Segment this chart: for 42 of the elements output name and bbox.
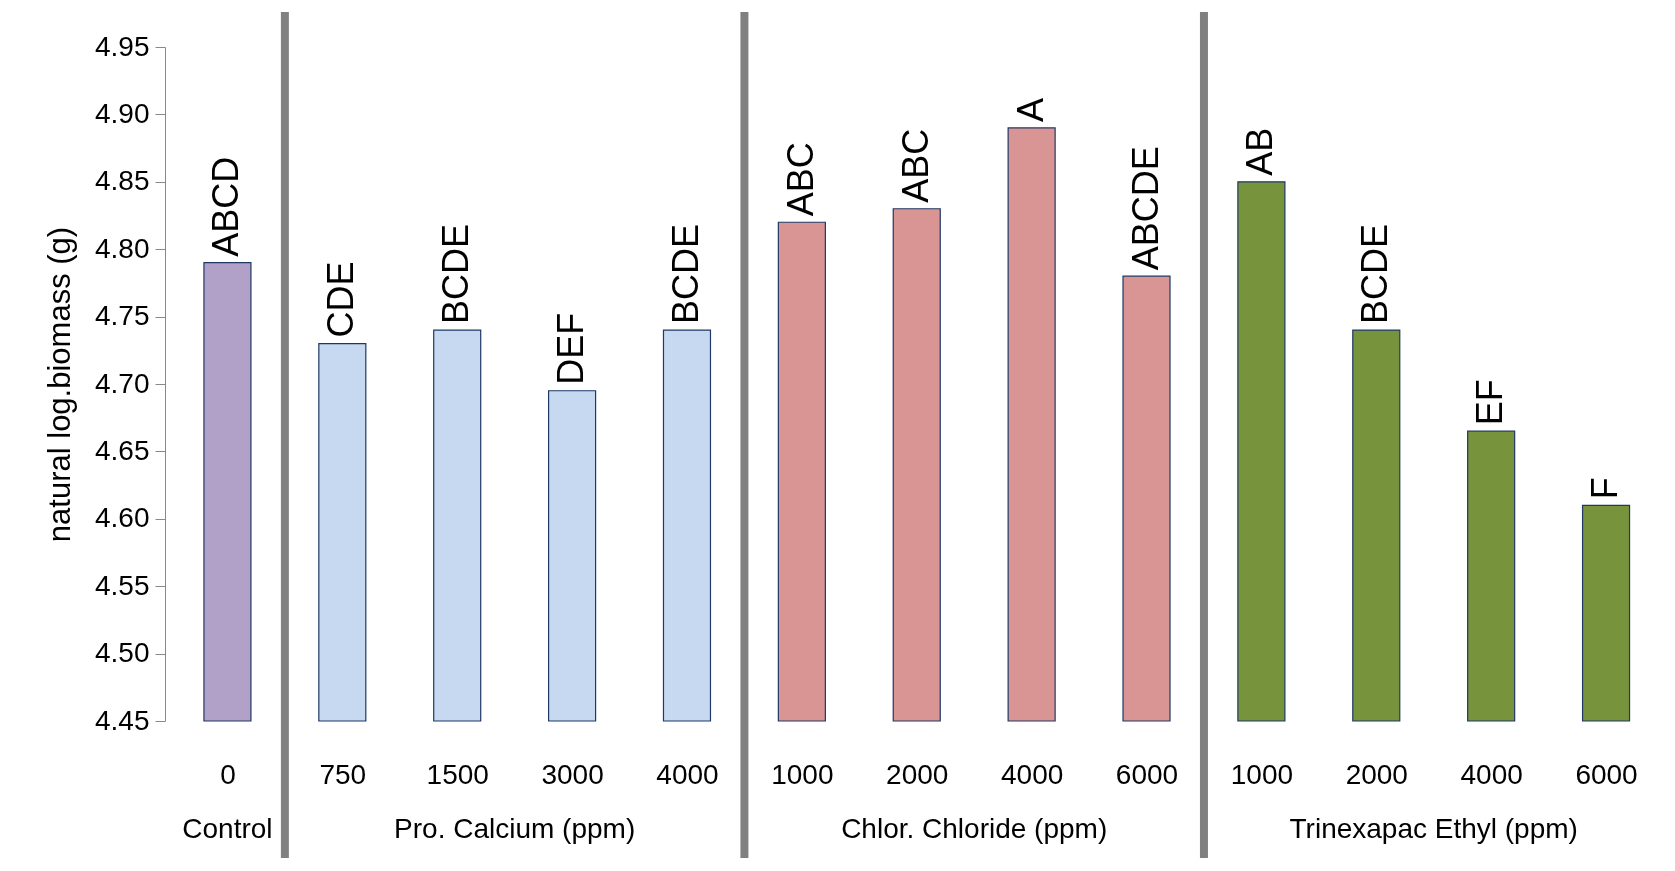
data-label: BCDE (1354, 224, 1396, 325)
y-tick-label: 4.55 (95, 569, 150, 601)
y-tick-label: 4.60 (95, 502, 150, 534)
x-tick-label: 4000 (1460, 758, 1523, 790)
text: Chlor. Chloride (ppm) (841, 813, 1108, 844)
data-label: DEF (550, 312, 592, 385)
data-label: ABC (894, 128, 936, 203)
data-label: ABC (779, 142, 821, 217)
data-label: A (1009, 97, 1051, 122)
y-tick-label: 4.80 (95, 232, 150, 264)
y-tick-label: 4.90 (95, 97, 150, 129)
data-label: AB (1239, 127, 1281, 176)
data-label: F (1584, 477, 1626, 500)
data-label: EF (1469, 379, 1511, 426)
x-tick-label: 0 (220, 758, 236, 790)
x-tick-label: 2000 (1345, 758, 1408, 790)
y-tick-label: 4.85 (95, 165, 150, 197)
y-tick-label: 4.50 (95, 637, 150, 669)
data-label: CDE (320, 261, 362, 338)
y-tick-label: 4.65 (95, 434, 150, 466)
y-tick-label: 4.45 (95, 704, 150, 736)
x-tick-label: 2000 (886, 758, 949, 790)
x-tick-label: 6000 (1575, 758, 1638, 790)
text: Control (182, 813, 273, 844)
x-tick-label: 4000 (656, 758, 719, 790)
x-tick-label: 1000 (1230, 758, 1294, 790)
text: Pro. Calcium (ppm) (394, 813, 636, 844)
y-tick-label: 4.70 (95, 367, 150, 399)
x-tick-label: 6000 (1115, 758, 1179, 790)
y-tick-label: 4.75 (95, 300, 150, 332)
x-tick-label: 1500 (426, 758, 489, 790)
data-label: BCDE (664, 224, 706, 325)
data-label: ABCDE (1124, 146, 1166, 271)
y-tick-label: 4.95 (95, 30, 150, 62)
data-label: BCDE (435, 224, 477, 325)
data-label: ABCD (205, 156, 247, 257)
x-tick-label: 750 (319, 758, 367, 790)
x-tick-label: 1000 (771, 758, 834, 790)
y-axis-title: natural log.biomass (g) (42, 226, 77, 543)
text: Trinexapac Ethyl (ppm) (1289, 813, 1578, 844)
x-tick-label: 4000 (1000, 758, 1064, 790)
x-tick-label: 3000 (541, 758, 604, 790)
